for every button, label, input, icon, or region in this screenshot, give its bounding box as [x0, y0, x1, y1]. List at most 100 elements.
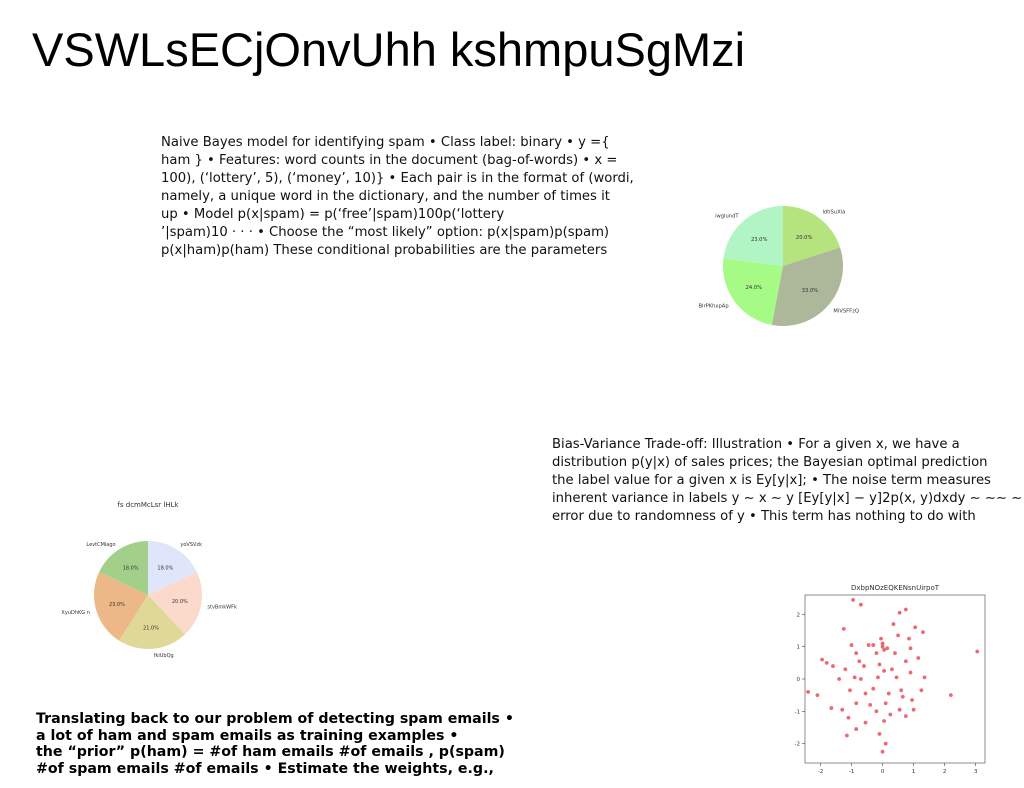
scatter-point: [903, 659, 908, 664]
slide-title: VSWLsECjOnvUhh kshmpuSgMzi: [32, 23, 746, 76]
scatter-point: [894, 675, 899, 680]
scatter-point: [862, 664, 866, 668]
text-line: error due to randomness of y • This term…: [552, 509, 976, 524]
text-line: a lot of ham and spam emails as training…: [36, 727, 459, 744]
scatter-point: [911, 707, 916, 712]
scatter-point: [882, 669, 887, 673]
pie-slice: [94, 572, 148, 641]
scatter-point: [863, 691, 868, 696]
scatter-plot: DxbpNOzEQKENsnUirpoT -2 -1 0 1 2 3 2 1 0 -1 -2: [795, 584, 986, 775]
pie-slice-percent: 24.0%: [746, 285, 763, 291]
scatter-point: [824, 660, 829, 665]
x-tick-label: 0: [881, 769, 885, 775]
pie-slice: [723, 206, 783, 266]
translating-paragraph: Translating back to our problem of detec…: [36, 711, 576, 777]
y-tick-label: 0: [797, 677, 801, 683]
pie-slice: [119, 595, 185, 649]
x-tick-label: 3: [974, 769, 978, 775]
plot-frame: [804, 594, 986, 764]
y-tick-label: -2: [795, 742, 800, 748]
text-line: p(x|ham)p(ham) These conditional probabi…: [161, 243, 608, 258]
text-line: Translating back to our problem of detec…: [36, 711, 514, 727]
scatter-point: [880, 644, 885, 649]
scatter-point: [975, 649, 980, 654]
text-line: the “prior” p(ham) = #of ham emails #of …: [36, 744, 505, 760]
scatter-point: [948, 693, 953, 698]
scatter-point: [908, 670, 913, 675]
scatter-point: [858, 677, 863, 681]
pie-slice-percent: 23.0%: [751, 237, 768, 243]
scatter-point: [880, 641, 885, 646]
scatter-point: [897, 707, 902, 712]
x-tick-label: -1: [849, 769, 854, 775]
pie-slice-percent: 18.0%: [123, 566, 139, 572]
pie-slice-label: yoVSVzk: [180, 542, 202, 548]
text-line: ham } • Features: word counts in the doc…: [161, 153, 618, 168]
text-line: 100), (‘lottery’, 5), (‘money’, 10)} • E…: [161, 171, 634, 186]
text-line: up • Model p(x|spam) = p(‘free’|spam)100…: [161, 207, 505, 222]
scatter-point: [876, 675, 880, 680]
scatter-point: [903, 714, 908, 719]
pie-slice-label: XyuDhKG n: [61, 610, 89, 616]
scatter-point: [820, 657, 824, 662]
text-line: Bias-Variance Trade-off: Illustration • …: [552, 437, 960, 452]
pie-slice: [723, 258, 783, 325]
pie-slice-percent: 33.0%: [802, 288, 819, 294]
scatter-point: [886, 691, 891, 696]
scatter-point: [866, 643, 871, 647]
y-tick-label: -1: [795, 709, 800, 715]
y-tick-label: 1: [797, 645, 801, 651]
scatter-point: [871, 643, 876, 647]
pie-slice-percent: 18.0%: [157, 566, 173, 572]
scatter-point: [879, 636, 883, 641]
scatter-point: [885, 646, 890, 651]
scatter-point: [843, 667, 848, 672]
scatter-point: [877, 732, 882, 736]
scatter-point: [849, 643, 854, 647]
pie-slice-label: stvBmkWFk: [207, 604, 237, 610]
scatter-point: [891, 622, 896, 626]
scatter-point: [883, 701, 888, 706]
scatter-point: [880, 749, 885, 754]
pie-chart-bottom-left: fs dcmMcLsr lHLk 18.0% yoVSVzk 20.0% stvBmkW…: [61, 501, 237, 659]
scatter-point: [900, 694, 905, 699]
scatter-point: [840, 707, 845, 712]
scatter-point: [919, 688, 924, 693]
scatter-point: [851, 597, 856, 602]
pie-slice: [148, 541, 197, 595]
scatter-point: [806, 690, 811, 694]
scatter-point: [908, 646, 913, 651]
naive-bayes-paragraph: Naive Bayes model for identifying spam •…: [161, 134, 649, 260]
scatter-point: [877, 662, 882, 667]
scatter-point: [907, 636, 911, 641]
text-line: namely, a unique word in the dictionary,…: [161, 189, 610, 204]
text-line: distribution p(y|x) of sales prices; the…: [552, 455, 988, 470]
scatter-point: [837, 677, 842, 681]
bias-variance-paragraph: Bias-Variance Trade-off: Illustration • …: [552, 436, 1023, 526]
scatter-point: [899, 688, 904, 693]
scatter-point: [882, 648, 887, 652]
scatter-point: [815, 693, 820, 698]
scatter-point: [893, 651, 897, 656]
scatter-point: [848, 688, 852, 693]
text-line: the label value for a given x is Ey[y|x]…: [552, 473, 991, 488]
pie-slice-percent: 20.0%: [796, 235, 813, 241]
scatter-point: [883, 741, 888, 746]
scatter-point: [854, 651, 859, 656]
scatter-point: [889, 667, 894, 672]
pie-slice: [148, 572, 202, 635]
scatter-point: [910, 698, 914, 702]
text-line: inherent variance in labels y ∼ x ∼ y [E…: [552, 491, 1023, 506]
pie-slice: [783, 206, 841, 266]
scatter-point: [916, 656, 921, 660]
scatter-point: [858, 602, 863, 607]
pie-chart-top-right: 20.0% ldhSuXla 33.0% MiVSFFzQ 24.0% BlrPKhxpA…: [698, 206, 859, 326]
scatter-point: [854, 701, 859, 706]
scatter-point: [844, 733, 849, 738]
scatter-point: [897, 610, 902, 615]
scatter-point: [888, 712, 893, 717]
scatter-point: [874, 709, 879, 714]
pie-slice-label: BlrPKhxpAp: [698, 303, 729, 309]
scatter-point: [913, 625, 918, 630]
pie-slice-percent: 23.0%: [109, 602, 125, 608]
